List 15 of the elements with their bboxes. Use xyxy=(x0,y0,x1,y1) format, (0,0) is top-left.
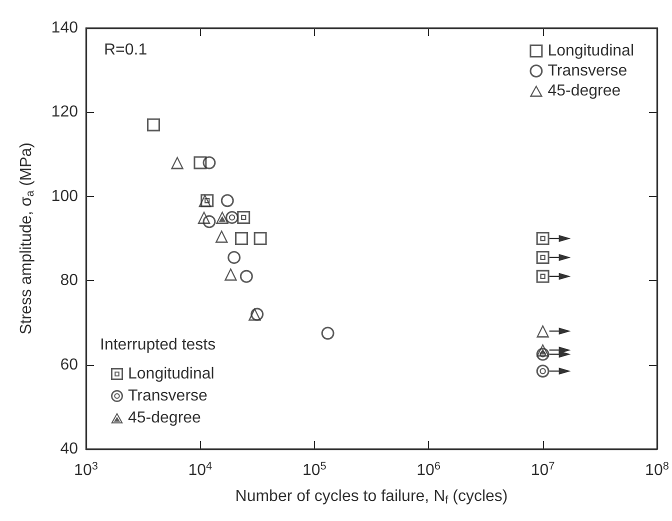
legend-title: Interrupted tests xyxy=(100,336,216,354)
y-tick-label: 40 xyxy=(60,440,78,458)
legend-label: Transverse xyxy=(128,388,208,404)
y-tick-label: 120 xyxy=(51,104,78,121)
y-tick-label: 60 xyxy=(60,356,78,374)
y-axis-title: Stress amplitude, σa (MPa) xyxy=(18,142,36,335)
legend-label: Longitudinal xyxy=(128,366,214,382)
legend-label: Longitudinal xyxy=(548,42,634,60)
y-tick-label: 80 xyxy=(60,272,78,290)
legend-label: 45-degree xyxy=(128,410,202,426)
legend-label: 45-degree xyxy=(548,82,621,100)
y-tick-label: 100 xyxy=(51,188,78,205)
y-tick-label: 140 xyxy=(51,20,78,36)
annotation: R=0.1 xyxy=(104,42,148,58)
legend-label: Transverse xyxy=(548,62,628,80)
